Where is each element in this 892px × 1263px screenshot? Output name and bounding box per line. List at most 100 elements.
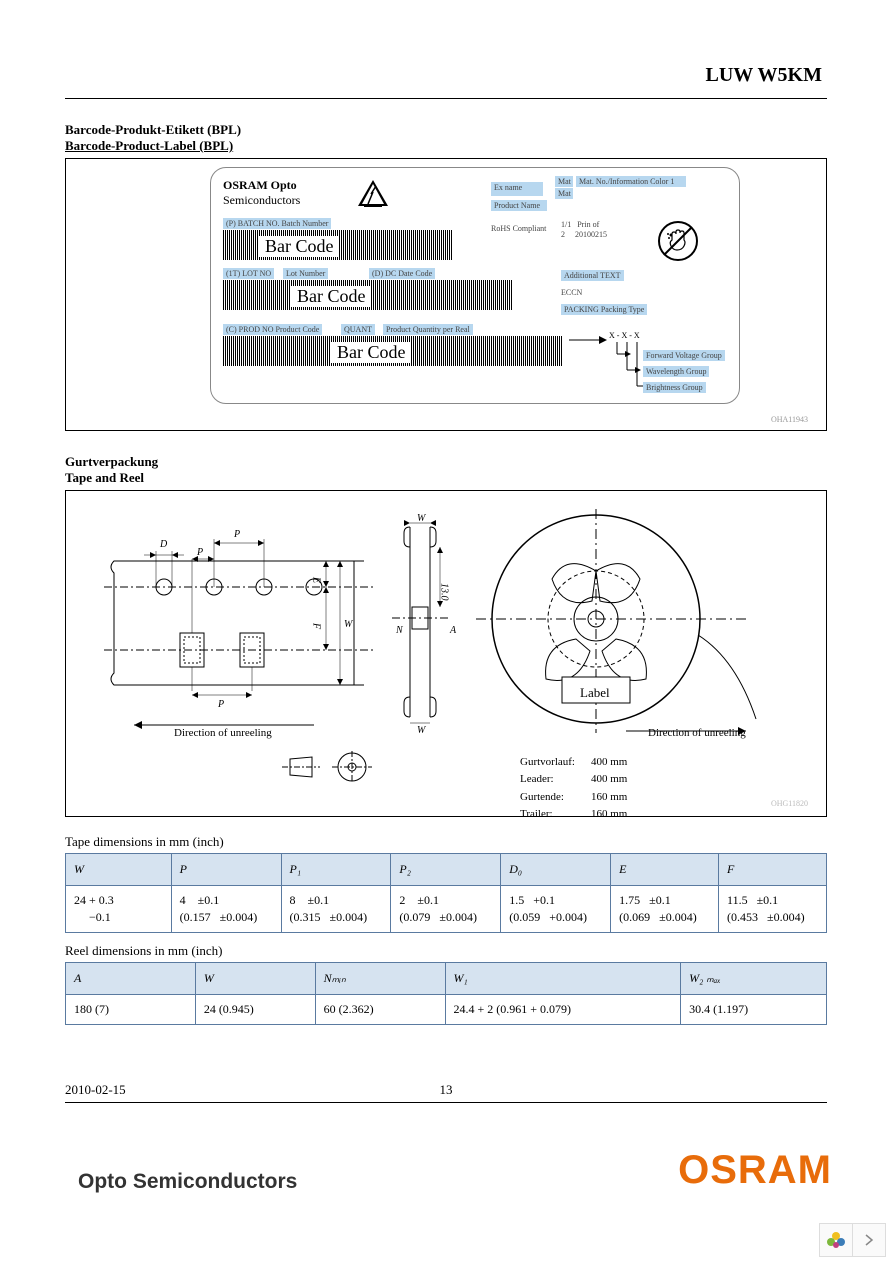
spec-r2b: 400 mm xyxy=(591,772,641,787)
rth-w: W xyxy=(195,962,315,994)
spec-r2a: Leader: xyxy=(520,772,589,787)
reel-unreeling-text: Direction of unreeling xyxy=(648,727,746,739)
bpl-title-en: Barcode-Product-Label (BPL) xyxy=(65,138,827,154)
spec-r3b: 160 mm xyxy=(591,790,641,805)
footer-rule xyxy=(65,1102,827,1103)
footer-date: 2010-02-15 xyxy=(65,1082,126,1097)
spec-r1a: Gurtvorlauf: xyxy=(520,755,589,770)
th-e: E xyxy=(611,854,719,886)
hl-date: 2 20100215 xyxy=(561,230,607,239)
td-f: 11.5 ±0.1 (0.453 ±0.004) xyxy=(719,886,827,933)
rtd-w1: 24.4 + 2 (0.961 + 0.079) xyxy=(445,994,681,1024)
hl-pkg: PACKING Packing Type xyxy=(561,304,647,315)
spec-r4b: 160 mm xyxy=(591,807,641,822)
hl-fvg: Forward Voltage Group xyxy=(643,350,725,361)
barcode-text-2: Bar Code xyxy=(291,286,371,307)
svg-text:P: P xyxy=(217,699,224,710)
tape-dim-table: W P P₁ P₂ D₀ E F 24 + 0.3 −0.1 4 ±0.1 (0… xyxy=(65,853,827,933)
hl-n2: (1T) LOT NO xyxy=(223,268,274,279)
bpl-company: OSRAM Opto Semiconductors xyxy=(223,178,300,208)
th-p: P xyxy=(171,854,281,886)
hl-add: Additional TEXT xyxy=(561,270,624,281)
reel-label-text: Label xyxy=(580,685,610,701)
svg-text:P: P xyxy=(196,547,203,558)
th-w: W xyxy=(66,854,172,886)
hl-printof: 1/1 Prin of xyxy=(561,220,599,229)
hl-n3b: QUANT xyxy=(341,324,375,335)
hl-n2c: (D) DC Date Code xyxy=(369,268,435,279)
spec-r1b: 400 mm xyxy=(591,755,641,770)
th-p2: P₂ xyxy=(391,854,501,886)
bpl-company-name: OSRAM Opto xyxy=(223,178,297,192)
td-p2: 2 ±0.1 (0.079 ±0.004) xyxy=(391,886,501,933)
barcode-text-3: Bar Code xyxy=(331,342,411,363)
rtd-w2: 30.4 (1.197) xyxy=(681,994,827,1024)
esd-icon xyxy=(356,178,390,212)
corner-widget xyxy=(820,1223,886,1257)
tables-block: Tape dimensions in mm (inch) W P P₁ P₂ D… xyxy=(65,822,827,1025)
reel-spec-table: Gurtvorlauf:400 mm Leader:400 mm Gurtend… xyxy=(518,753,643,825)
hl-mat1: Mat xyxy=(555,176,573,187)
svg-text:A: A xyxy=(449,625,457,636)
rth-w1: W₁ xyxy=(445,962,681,994)
pocket-symbols xyxy=(282,751,392,791)
rth-a: A xyxy=(66,962,196,994)
tape-box: D P P P W E F xyxy=(65,490,827,817)
svg-text:E: E xyxy=(311,576,322,583)
hl-wvg: Wavelength Group xyxy=(643,366,709,377)
section-bpl: Barcode-Produkt-Etikett (BPL) Barcode-Pr… xyxy=(65,122,827,431)
section-tape: Gurtverpackung Tape and Reel D xyxy=(65,454,827,817)
bpl-code-ref: OHA11943 xyxy=(771,415,808,424)
hl-infocolor: Mat. No./Information Color 1 xyxy=(576,176,686,187)
reel-table-caption: Reel dimensions in mm (inch) xyxy=(65,943,827,959)
text-rohs: RoHS Compliant xyxy=(491,224,546,233)
rth-n: Nₘᵢₙ xyxy=(315,962,445,994)
barcode-text-1: Bar Code xyxy=(259,236,339,257)
bpl-title-de: Barcode-Produkt-Etikett (BPL) xyxy=(65,122,827,138)
hl-ecc: ECCN xyxy=(561,288,582,297)
bpl-company-sub: Semiconductors xyxy=(223,193,300,207)
rth-w2: W₂ ₘₐₓ xyxy=(681,962,827,994)
hl-n3c: Product Quantity per Real xyxy=(383,324,473,335)
svg-text:W: W xyxy=(417,725,427,736)
osram-logo: OSRAM xyxy=(678,1148,832,1193)
bpl-label-card: OSRAM Opto Semiconductors Ex name Mat. N… xyxy=(210,167,740,404)
brand-text: Opto Semiconductors xyxy=(78,1170,297,1194)
tape-unreeling-text: Direction of unreeling xyxy=(174,727,272,739)
tape-title-de: Gurtverpackung xyxy=(65,454,827,470)
svg-text:N: N xyxy=(395,625,404,636)
header-rule xyxy=(65,98,827,99)
footer-page: 13 xyxy=(440,1082,453,1098)
tape-side-drawing: W W 13.0 A N xyxy=(382,503,462,743)
corner-next-button[interactable] xyxy=(852,1223,886,1257)
tape-code-ref: OHG11820 xyxy=(771,799,808,808)
svg-text:X - X - X: X - X - X xyxy=(609,331,640,340)
td-e: 1.75 ±0.1 (0.069 ±0.004) xyxy=(611,886,719,933)
reel-drawing xyxy=(466,509,766,739)
bpl-box: OSRAM Opto Semiconductors Ex name Mat. N… xyxy=(65,158,827,431)
hl-mat2: Mat xyxy=(555,188,573,199)
td-w: 24 + 0.3 −0.1 xyxy=(66,886,172,933)
spec-r4a: Trailer: xyxy=(520,807,589,822)
td-p: 4 ±0.1 (0.157 ±0.004) xyxy=(171,886,281,933)
td-d0: 1.5 +0.1 (0.059 +0.004) xyxy=(501,886,611,933)
th-f: F xyxy=(719,854,827,886)
svg-text:W: W xyxy=(344,619,354,630)
svg-text:W: W xyxy=(417,513,427,524)
tape-table-caption: Tape dimensions in mm (inch) xyxy=(65,834,827,850)
rtd-w: 24 (0.945) xyxy=(195,994,315,1024)
hl-ex: Ex name xyxy=(491,182,543,196)
corner-flower-icon[interactable] xyxy=(819,1223,853,1257)
spec-r3a: Gurtende: xyxy=(520,790,589,805)
tape-drawing: D P P P W E F xyxy=(84,503,384,743)
no-touch-icon xyxy=(657,220,699,266)
rtd-n: 60 (2.362) xyxy=(315,994,445,1024)
th-d0: D₀ xyxy=(501,854,611,886)
svg-text:P: P xyxy=(233,529,240,540)
hl-n2b: Lot Number xyxy=(283,268,328,279)
hl-n1: (P) BATCH NO. Batch Number xyxy=(223,218,331,229)
reel-dim-table: A W Nₘᵢₙ W₁ W₂ ₘₐₓ 180 (7) 24 (0.945) 60… xyxy=(65,962,827,1025)
tape-title-en: Tape and Reel xyxy=(65,470,827,486)
hl-bg: Brightness Group xyxy=(643,382,706,393)
svg-text:D: D xyxy=(159,539,168,550)
